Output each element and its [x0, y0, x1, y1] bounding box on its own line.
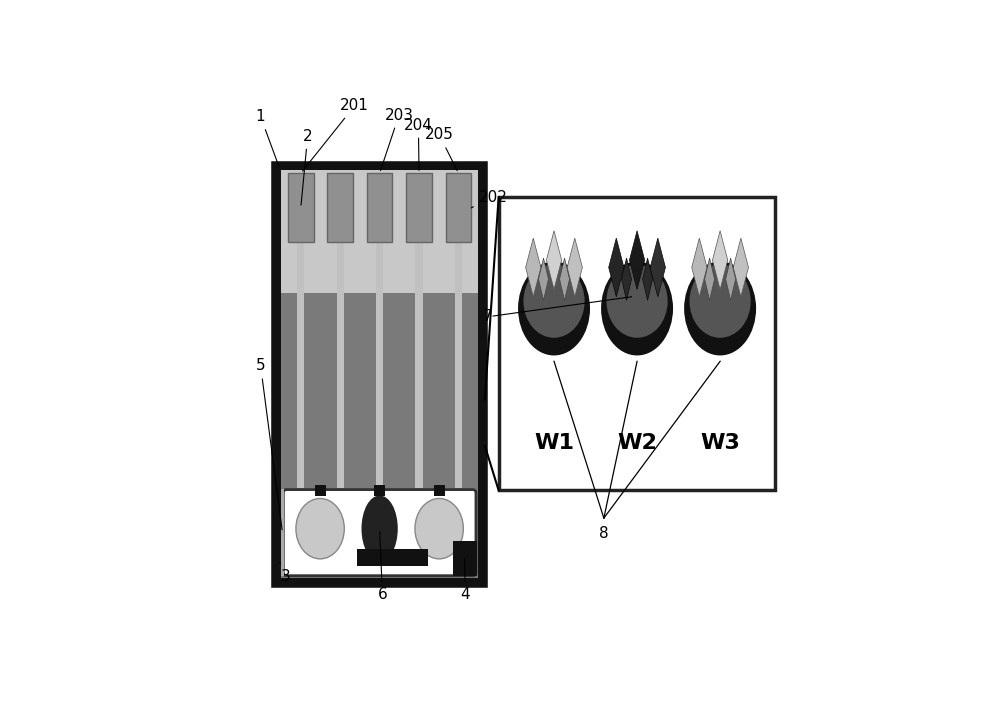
Bar	[327, 173, 353, 242]
Text: 5: 5	[256, 358, 282, 530]
FancyBboxPatch shape	[283, 490, 476, 576]
Ellipse shape	[361, 495, 398, 562]
Ellipse shape	[684, 262, 756, 355]
Bar	[337, 242, 344, 488]
Text: 3: 3	[280, 562, 290, 584]
Bar	[281, 489, 284, 577]
Ellipse shape	[518, 262, 590, 355]
Bar	[315, 485, 326, 496]
Polygon shape	[567, 238, 582, 297]
Text: 4: 4	[461, 559, 470, 602]
Polygon shape	[560, 258, 569, 301]
Polygon shape	[712, 231, 728, 290]
Text: 7: 7	[483, 308, 492, 324]
Bar	[453, 541, 477, 577]
Bar	[297, 242, 304, 488]
Bar	[376, 242, 383, 488]
Text: W3: W3	[700, 434, 740, 454]
Polygon shape	[622, 258, 631, 301]
Bar	[288, 173, 314, 242]
Text: 203: 203	[381, 108, 414, 170]
Bar	[415, 242, 423, 488]
Bar	[357, 549, 428, 566]
Polygon shape	[650, 238, 665, 297]
Bar	[367, 173, 392, 242]
Polygon shape	[546, 231, 562, 290]
Polygon shape	[705, 258, 715, 301]
Polygon shape	[526, 238, 541, 297]
Bar	[499, 197, 775, 490]
Polygon shape	[609, 238, 624, 297]
Ellipse shape	[523, 265, 585, 338]
Bar	[374, 485, 385, 496]
Text: 201: 201	[303, 99, 369, 171]
Text: W2: W2	[617, 434, 657, 454]
Polygon shape	[733, 238, 748, 297]
Polygon shape	[692, 238, 707, 297]
Polygon shape	[539, 258, 548, 301]
Polygon shape	[643, 258, 653, 301]
Polygon shape	[629, 231, 645, 290]
Ellipse shape	[601, 262, 673, 355]
Ellipse shape	[415, 498, 463, 559]
Bar	[274, 164, 485, 585]
Text: 202: 202	[471, 190, 508, 208]
Ellipse shape	[296, 498, 344, 559]
Text: 8: 8	[599, 526, 609, 541]
Text: W1: W1	[534, 434, 574, 454]
Polygon shape	[726, 258, 736, 301]
Bar	[434, 485, 445, 496]
Bar	[281, 170, 478, 578]
Bar	[455, 242, 462, 488]
Ellipse shape	[606, 265, 668, 338]
Bar	[281, 170, 478, 293]
Ellipse shape	[690, 265, 751, 338]
Text: 2: 2	[301, 129, 312, 205]
Bar	[446, 173, 471, 242]
Text: 1: 1	[256, 109, 279, 167]
Bar	[406, 173, 432, 242]
Text: 205: 205	[425, 127, 457, 170]
Text: 6: 6	[378, 531, 387, 602]
Text: 204: 204	[404, 117, 433, 170]
